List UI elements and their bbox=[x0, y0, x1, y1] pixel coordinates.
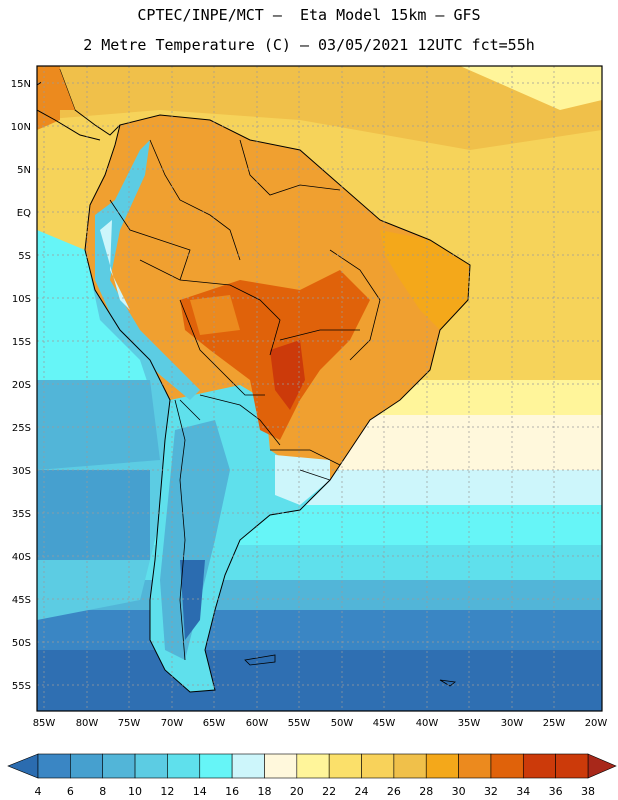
lon-label: 80W bbox=[76, 718, 99, 729]
lat-label: 45S bbox=[12, 595, 31, 606]
lat-label: EQ bbox=[17, 208, 31, 219]
colorbar-label: 20 bbox=[290, 785, 304, 798]
colorbar-label: 30 bbox=[452, 785, 466, 798]
colorbar-label: 22 bbox=[322, 785, 336, 798]
lon-label: 70W bbox=[161, 718, 184, 729]
lat-label: 25S bbox=[12, 423, 31, 434]
lat-label: 15S bbox=[12, 337, 31, 348]
lat-label: 20S bbox=[12, 380, 31, 391]
colorbar-swatch bbox=[490, 753, 524, 779]
lat-label: 30S bbox=[12, 466, 31, 477]
colorbar-label: 34 bbox=[516, 785, 530, 798]
colorbar-label: 10 bbox=[128, 785, 142, 798]
colorbar-label: 6 bbox=[67, 785, 74, 798]
map-field bbox=[37, 66, 602, 711]
colorbar-label: 38 bbox=[581, 785, 595, 798]
colorbar-swatch bbox=[231, 753, 265, 779]
graticule bbox=[37, 66, 602, 711]
colorbar-swatch bbox=[393, 753, 427, 779]
colorbar-swatch bbox=[167, 753, 201, 779]
lat-label: 10S bbox=[12, 294, 31, 305]
lat-label: 40S bbox=[12, 552, 31, 563]
colorbar-swatch bbox=[296, 753, 330, 779]
lat-label: 35S bbox=[12, 509, 31, 520]
colorbar-swatch bbox=[328, 753, 362, 779]
lat-label: 10N bbox=[11, 122, 31, 133]
lon-label: 50W bbox=[331, 718, 354, 729]
colorbar-swatch bbox=[134, 753, 168, 779]
colorbar-swatch bbox=[425, 753, 459, 779]
colorbar-swatch bbox=[522, 753, 556, 779]
map-subtitle: 2 Metre Temperature (C) – 03/05/2021 12U… bbox=[83, 36, 535, 54]
lon-label: 40W bbox=[416, 718, 439, 729]
colorbar-right-arrow bbox=[587, 753, 617, 779]
lon-label: 75W bbox=[118, 718, 141, 729]
lon-label: 65W bbox=[203, 718, 226, 729]
colorbar-swatch bbox=[458, 753, 492, 779]
colorbar-label: 16 bbox=[225, 785, 239, 798]
colorbar: 4 6 8 10 12 14 16 18 20 22 24 26 28 30 32 34 36 38 bbox=[7, 753, 617, 798]
colorbar-swatch bbox=[37, 753, 71, 779]
lon-label: 85W bbox=[33, 718, 56, 729]
colorbar-swatch bbox=[555, 753, 589, 779]
lat-label: 55S bbox=[12, 681, 31, 692]
colorbar-label: 28 bbox=[419, 785, 433, 798]
lon-label: 60W bbox=[246, 718, 269, 729]
map-title: CPTEC/INPE/MCT – Eta Model 15km – GFS bbox=[137, 6, 481, 24]
colorbar-label: 36 bbox=[549, 785, 563, 798]
lat-label: 15N bbox=[11, 79, 31, 90]
map-frame bbox=[36, 65, 603, 712]
colorbar-swatch bbox=[102, 753, 136, 779]
colorbar-label: 18 bbox=[257, 785, 271, 798]
lon-label: 55W bbox=[288, 718, 311, 729]
longitude-labels: 85W 80W 75W 70W 65W 60W 55W 50W 45W 40W … bbox=[33, 718, 608, 729]
colorbar-label: 26 bbox=[387, 785, 401, 798]
colorbar-swatch bbox=[361, 753, 395, 779]
lat-label: 5N bbox=[17, 165, 31, 176]
lon-label: 35W bbox=[458, 718, 481, 729]
lon-label: 30W bbox=[501, 718, 524, 729]
colorbar-swatch bbox=[70, 753, 104, 779]
latitude-labels: 15N 10N 5N EQ 5S 10S 15S 20S 25S 30S 35S… bbox=[11, 79, 31, 692]
colorbar-left-arrow bbox=[7, 753, 39, 779]
colorbar-label: 32 bbox=[484, 785, 498, 798]
colorbar-label: 14 bbox=[193, 785, 207, 798]
lon-label: 20W bbox=[585, 718, 608, 729]
lon-label: 25W bbox=[543, 718, 566, 729]
colorbar-label: 4 bbox=[35, 785, 42, 798]
lat-label: 50S bbox=[12, 638, 31, 649]
colorbar-swatch bbox=[199, 753, 233, 779]
colorbar-label: 12 bbox=[160, 785, 174, 798]
lat-label: 5S bbox=[18, 251, 31, 262]
colorbar-label: 24 bbox=[355, 785, 369, 798]
lon-label: 45W bbox=[373, 718, 396, 729]
colorbar-swatch bbox=[264, 753, 298, 779]
colorbar-label: 8 bbox=[99, 785, 106, 798]
